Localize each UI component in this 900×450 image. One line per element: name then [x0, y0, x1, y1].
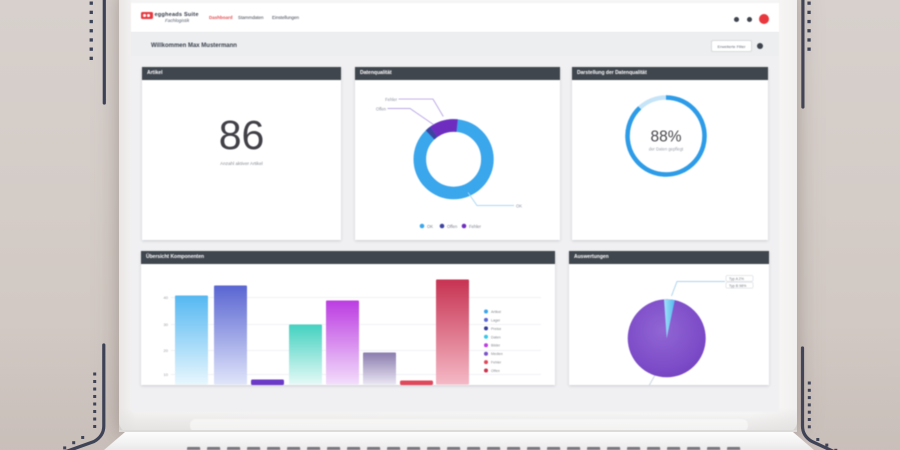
- svg-text:30: 30: [164, 322, 169, 327]
- svg-text:Fehler: Fehler: [385, 97, 397, 102]
- svg-text:Offen: Offen: [447, 223, 458, 228]
- svg-text:88%: 88%: [650, 128, 681, 145]
- svg-text:10: 10: [164, 372, 169, 377]
- svg-text:Typ B 98%: Typ B 98%: [729, 283, 747, 287]
- svg-text:Preise: Preise: [491, 326, 501, 330]
- svg-text:Fehler: Fehler: [491, 360, 502, 364]
- svg-text:Typ A 2%: Typ A 2%: [729, 277, 745, 281]
- svg-text:Bilder: Bilder: [491, 343, 501, 347]
- svg-text:Medien: Medien: [491, 352, 503, 356]
- svg-text:Offen: Offen: [376, 106, 387, 111]
- svg-text:40: 40: [164, 295, 169, 300]
- svg-text:OK: OK: [516, 203, 522, 208]
- svg-text:20: 20: [164, 348, 169, 353]
- svg-text:Daten: Daten: [491, 335, 501, 339]
- svg-text:Offen: Offen: [491, 369, 500, 373]
- svg-text:Artikel: Artikel: [491, 310, 501, 314]
- svg-text:Lager: Lager: [491, 318, 501, 322]
- svg-text:Fehler: Fehler: [469, 223, 481, 228]
- svg-text:der Daten gepflegt: der Daten gepflegt: [649, 146, 684, 151]
- svg-text:OK: OK: [427, 223, 433, 228]
